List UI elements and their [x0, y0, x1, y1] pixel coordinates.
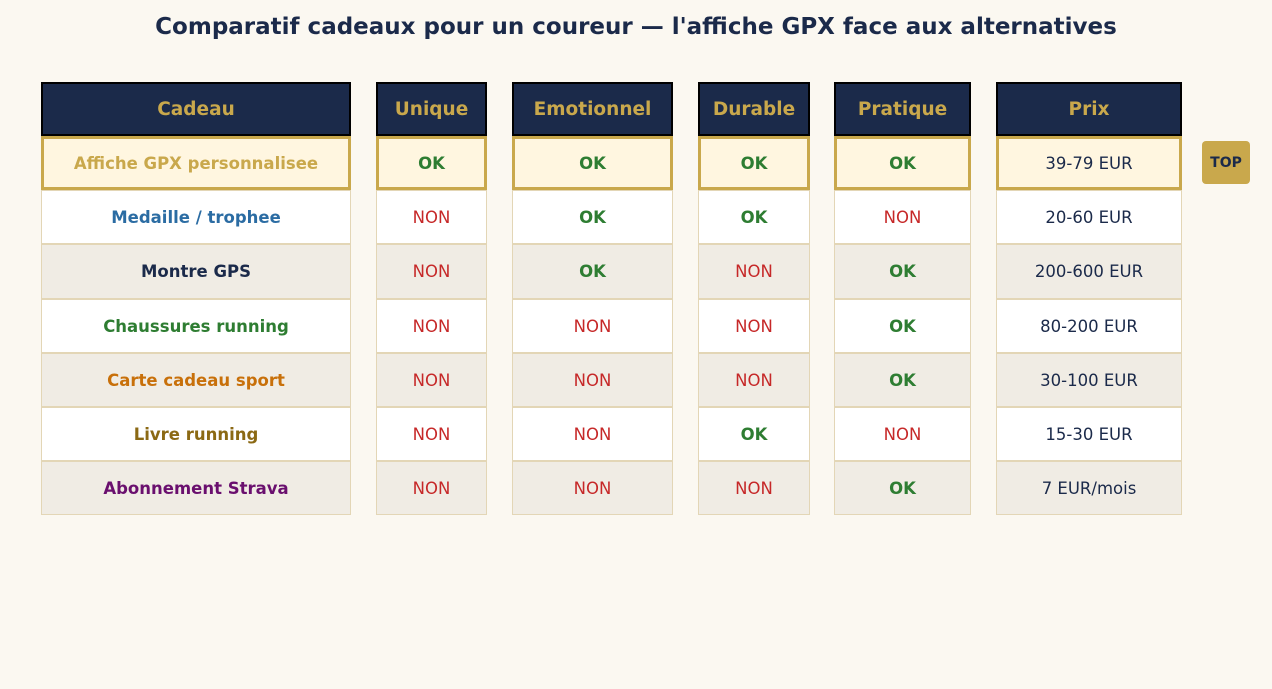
cell-emotionnel: OK	[512, 190, 673, 244]
header-prix: Prix	[996, 82, 1182, 136]
header-pratique: Pratique	[834, 82, 971, 136]
header-emotionnel: Emotionnel	[512, 82, 673, 136]
cell-emotionnel: NON	[512, 407, 673, 461]
cell-pratique: OK	[834, 244, 971, 299]
top-badge: TOP	[1202, 141, 1250, 184]
cell-durable: OK	[698, 136, 810, 190]
chart-title: Comparatif cadeaux pour un coureur — l'a…	[155, 14, 1117, 40]
cell-durable: OK	[698, 190, 810, 244]
cell-unique: NON	[376, 353, 487, 407]
cell-emotionnel: OK	[512, 136, 673, 190]
cell-pratique: NON	[834, 190, 971, 244]
cell-emotionnel: NON	[512, 299, 673, 353]
cell-prix: 15-30 EUR	[996, 407, 1182, 461]
cell-pratique: NON	[834, 407, 971, 461]
cell-prix: 200-600 EUR	[996, 244, 1182, 299]
cell-unique: NON	[376, 407, 487, 461]
cell-cadeau: Abonnement Strava	[41, 461, 351, 515]
cell-cadeau: Livre running	[41, 407, 351, 461]
cell-durable: NON	[698, 461, 810, 515]
cell-unique: OK	[376, 136, 487, 190]
cell-pratique: OK	[834, 353, 971, 407]
header-unique: Unique	[376, 82, 487, 136]
cell-unique: NON	[376, 190, 487, 244]
cell-unique: NON	[376, 299, 487, 353]
cell-pratique: OK	[834, 299, 971, 353]
cell-prix: 7 EUR/mois	[996, 461, 1182, 515]
cell-cadeau: Affiche GPX personnalisee	[41, 136, 351, 190]
cell-durable: NON	[698, 353, 810, 407]
cell-emotionnel: OK	[512, 244, 673, 299]
cell-emotionnel: NON	[512, 461, 673, 515]
cell-prix: 20-60 EUR	[996, 190, 1182, 244]
cell-unique: NON	[376, 244, 487, 299]
cell-durable: NON	[698, 244, 810, 299]
cell-prix: 30-100 EUR	[996, 353, 1182, 407]
cell-cadeau: Chaussures running	[41, 299, 351, 353]
cell-prix: 39-79 EUR	[996, 136, 1182, 190]
header-cadeau: Cadeau	[41, 82, 351, 136]
cell-emotionnel: NON	[512, 353, 673, 407]
cell-unique: NON	[376, 461, 487, 515]
cell-durable: OK	[698, 407, 810, 461]
cell-cadeau: Carte cadeau sport	[41, 353, 351, 407]
cell-pratique: OK	[834, 461, 971, 515]
cell-pratique: OK	[834, 136, 971, 190]
cell-durable: NON	[698, 299, 810, 353]
header-durable: Durable	[698, 82, 810, 136]
cell-prix: 80-200 EUR	[996, 299, 1182, 353]
cell-cadeau: Medaille / trophee	[41, 190, 351, 244]
cell-cadeau: Montre GPS	[41, 244, 351, 299]
